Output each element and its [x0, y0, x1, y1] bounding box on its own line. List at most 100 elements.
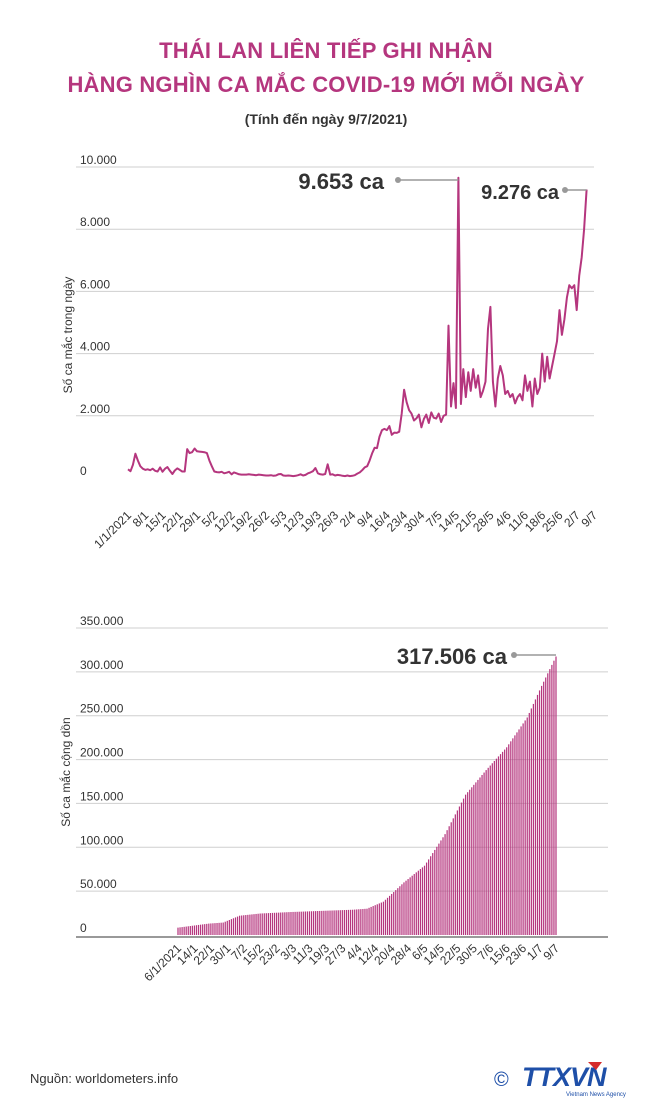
y-tick-label: 350.000	[80, 614, 124, 628]
cumulative-bar	[214, 923, 216, 935]
cumulative-bar	[210, 923, 212, 935]
cumulative-bar	[296, 911, 298, 935]
cumulative-bar	[224, 921, 226, 935]
cumulative-bar	[374, 905, 376, 935]
annotation-dot	[395, 177, 401, 183]
cumulative-bar	[454, 814, 456, 935]
cumulative-bar	[204, 924, 206, 935]
cumulative-bar	[534, 699, 537, 935]
cumulative-bar	[208, 923, 210, 935]
cumulative-bar	[269, 913, 272, 935]
cumulative-bar	[471, 787, 473, 935]
cumulative-bar	[438, 843, 440, 935]
cumulative-bar	[189, 926, 191, 935]
cumulative-bar	[265, 913, 267, 935]
annotation-dot	[511, 652, 517, 658]
cumulative-bar	[473, 784, 475, 935]
cumulative-bar	[179, 927, 181, 935]
cumulative-bar	[526, 717, 528, 935]
cumulative-bar	[185, 926, 187, 935]
cumulative-bar	[518, 729, 520, 935]
cumulative-bar	[501, 751, 504, 935]
y-tick-label: 4.000	[80, 340, 110, 354]
cumulative-bar	[493, 760, 495, 935]
cumulative-bar	[423, 865, 426, 935]
cumulative-bar	[366, 908, 368, 935]
cumulative-bar	[436, 846, 438, 935]
cumulative-bar	[487, 767, 489, 935]
cumulative-bar	[202, 924, 204, 935]
cumulative-bar	[315, 911, 317, 935]
cumulative-bar	[197, 924, 200, 935]
cumulative-bar	[428, 859, 430, 935]
y-tick-label: 10.000	[80, 153, 117, 167]
cumulative-bar	[218, 922, 220, 935]
cumulative-bar	[206, 923, 208, 935]
cumulative-bar	[177, 927, 179, 935]
cumulative-bar	[325, 910, 327, 935]
cumulative-bar	[520, 726, 522, 935]
cumulative-bar	[508, 744, 510, 935]
cumulative-bar	[294, 911, 296, 935]
cumulative-bar	[386, 897, 389, 935]
cumulative-bar	[516, 732, 518, 935]
cumulative-bar	[384, 899, 387, 935]
ttxvn-logo: © TTXVN Vietnam News Agency	[494, 1062, 626, 1098]
y-tick-label: 2.000	[80, 402, 110, 416]
cumulative-cases-chart: 0 50.000 100.000 150.000 200.000 250.000 300.0…	[58, 614, 608, 984]
cumulative-bar	[532, 703, 535, 935]
cumulative-bar	[317, 911, 319, 935]
cumulative-bar	[483, 772, 485, 935]
cumulative-bar	[477, 779, 479, 935]
cumulative-bar	[275, 912, 278, 935]
cumulative-bar	[232, 918, 235, 935]
cumulative-bar	[282, 912, 284, 935]
cumulative-bar	[292, 911, 294, 935]
cumulative-bar	[536, 694, 539, 935]
cumulative-bar	[491, 763, 493, 935]
source-note: Nguồn: worldometers.info	[30, 1071, 179, 1086]
cumulative-bar	[255, 913, 257, 935]
cumulative-bar	[495, 758, 498, 935]
cumulative-bar	[243, 915, 245, 935]
cumulative-bar	[378, 903, 380, 935]
cumulative-bar	[510, 741, 512, 935]
cumulative-bar	[475, 782, 477, 935]
cumulative-bar	[181, 927, 183, 935]
y-tick-label: 0	[80, 464, 87, 478]
cumulative-bar	[446, 830, 448, 935]
cumulative-bar	[499, 754, 502, 935]
cumulative-bar	[257, 913, 259, 935]
cumulative-bar	[304, 911, 306, 935]
cumulative-bar	[456, 810, 458, 935]
y-tick-label: 300.000	[80, 658, 124, 672]
cumulative-bar	[352, 909, 354, 935]
cumulative-bar	[263, 913, 265, 935]
cumulative-bar	[541, 685, 543, 935]
cumulative-bar	[397, 888, 399, 935]
cumulative-bar	[337, 910, 339, 935]
cumulative-bar	[395, 890, 397, 935]
cumulative-bar	[415, 872, 417, 935]
cumulative-bar	[354, 909, 356, 935]
title-line-1: THÁI LAN LIÊN TIẾP GHI NHẬN	[159, 38, 493, 63]
cumulative-bar	[331, 910, 333, 935]
cumulative-bar	[547, 673, 549, 935]
cumulative-bar	[514, 735, 516, 935]
y-axis-label: Số ca mắc cộng dồn	[58, 717, 73, 826]
cumulative-bar	[302, 911, 304, 935]
cumulative-bar	[555, 656, 557, 935]
cumulative-bar	[323, 910, 325, 935]
cumulative-bar	[522, 723, 524, 935]
cumulative-bar	[267, 913, 270, 935]
x-tick-label: 9/7	[540, 941, 562, 963]
cumulative-bar	[530, 708, 532, 935]
cumulative-bar	[464, 794, 467, 935]
cumulative-bar	[339, 910, 341, 935]
y-tick-label: 100.000	[80, 833, 124, 847]
title-line-2: HÀNG NGHÌN CA MẮC COVID-19 MỚI MỖI NGÀY	[67, 72, 585, 97]
peak-annotation: 9.653 ca	[298, 169, 384, 194]
logo-star-icon	[588, 1062, 602, 1070]
copyright-symbol: ©	[494, 1069, 509, 1091]
cumulative-bar	[183, 926, 185, 935]
